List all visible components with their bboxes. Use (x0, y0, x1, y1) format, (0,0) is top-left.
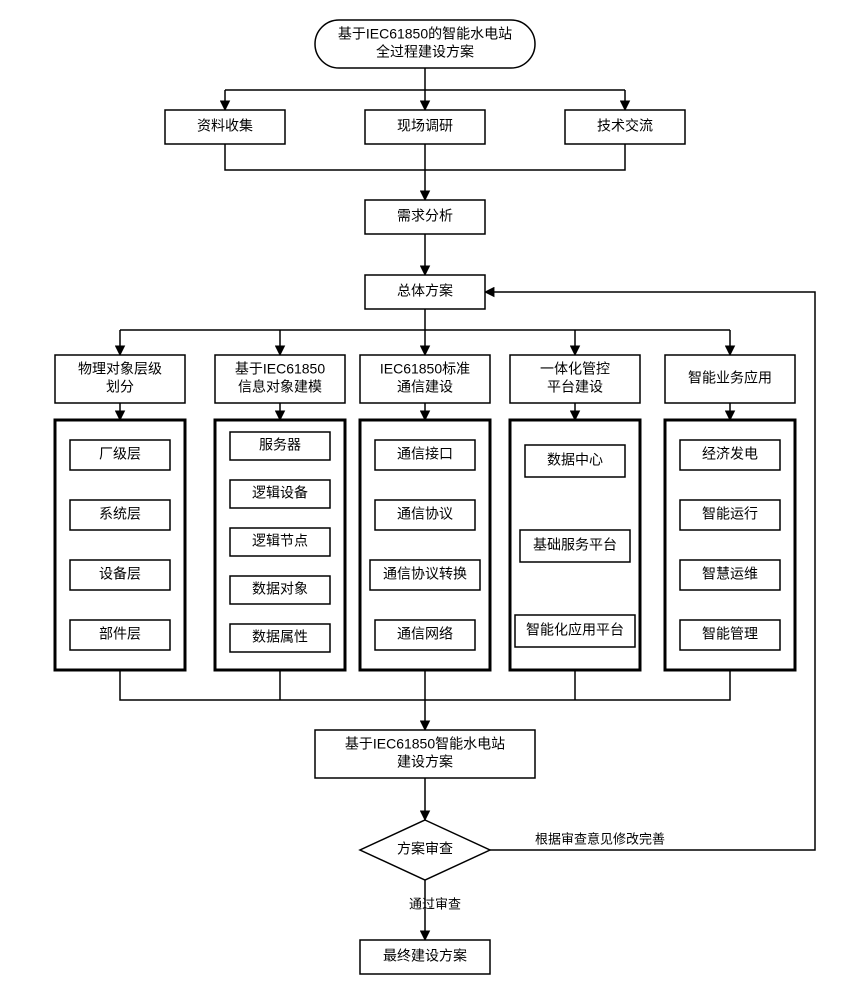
node-label: 资料收集 (197, 118, 253, 134)
node-label: 通信网络 (397, 626, 453, 642)
node-label: 服务器 (259, 437, 301, 453)
node-review: 方案审查 (360, 820, 490, 880)
node-label: 基于IEC61850的智能水电站 (338, 26, 512, 42)
node-label: IEC61850标准 (380, 361, 470, 377)
node-c5_3: 智慧运维 (680, 560, 780, 590)
node-label: 最终建设方案 (383, 948, 467, 964)
node-label: 智能化应用平台 (526, 622, 624, 638)
node-title: 基于IEC61850的智能水电站全过程建设方案 (315, 20, 535, 68)
node-label: 基础服务平台 (533, 537, 617, 553)
node-label: 智能运行 (702, 506, 758, 522)
node-c3_3: 通信协议转换 (370, 560, 480, 590)
node-c1_3: 设备层 (70, 560, 170, 590)
node-c4_3: 智能化应用平台 (515, 615, 635, 647)
node-label: 通信协议转换 (383, 566, 467, 582)
node-c2_2: 逻辑设备 (230, 480, 330, 508)
node-label: 信息对象建模 (238, 379, 322, 395)
node-c2_4: 数据对象 (230, 576, 330, 604)
node-scheme: 基于IEC61850智能水电站建设方案 (315, 730, 535, 778)
node-label: 数据中心 (547, 452, 603, 468)
node-label: 总体方案 (397, 283, 453, 299)
node-c1_2: 系统层 (70, 500, 170, 530)
node-label: 逻辑设备 (252, 485, 308, 501)
node-c5_4: 智能管理 (680, 620, 780, 650)
node-label: 经济发电 (702, 446, 758, 462)
node-col5_head: 智能业务应用 (665, 355, 795, 403)
node-label: 部件层 (99, 626, 141, 642)
node-req: 需求分析 (365, 200, 485, 234)
node-col1_head: 物理对象层级划分 (55, 355, 185, 403)
node-label: 通信协议 (397, 506, 453, 522)
flowchart-canvas: 基于IEC61850的智能水电站全过程建设方案资料收集 现场调研 技术交流需求分析总… (0, 0, 850, 1000)
node-overall: 总体方案 (365, 275, 485, 309)
node-collect: 资料收集 (165, 110, 285, 144)
node-label: 智能管理 (702, 626, 758, 642)
node-label: 划分 (106, 379, 134, 395)
node-label: 数据属性 (252, 629, 308, 645)
node-survey: 现场调研 (365, 110, 485, 144)
node-label: 逻辑节点 (252, 533, 308, 549)
node-c1_1: 厂级层 (70, 440, 170, 470)
node-c4_2: 基础服务平台 (520, 530, 630, 562)
node-col2_head: 基于IEC61850 信息对象建模 (215, 355, 345, 403)
node-col4_head: 一体化管控平台建设 (510, 355, 640, 403)
node-c5_2: 智能运行 (680, 500, 780, 530)
node-col3_head: IEC61850标准通信建设 (360, 355, 490, 403)
edge-label-pass: 通过审查 (409, 896, 461, 911)
node-label: 厂级层 (99, 446, 141, 462)
node-c2_1: 服务器 (230, 432, 330, 460)
node-c1_4: 部件层 (70, 620, 170, 650)
node-c3_2: 通信协议 (375, 500, 475, 530)
node-label: 通信接口 (397, 446, 453, 462)
node-label: 智能业务应用 (688, 370, 772, 386)
node-c3_4: 通信网络 (375, 620, 475, 650)
node-label: 智慧运维 (702, 566, 758, 582)
node-label: 全过程建设方案 (376, 44, 474, 60)
node-label: 建设方案 (397, 754, 453, 770)
node-label: 方案审查 (397, 841, 453, 857)
edge-label-revise: 根据审查意见修改完善 (535, 831, 665, 846)
node-c4_1: 数据中心 (525, 445, 625, 477)
node-label: 系统层 (99, 506, 141, 522)
node-label: 设备层 (99, 566, 141, 582)
node-c3_1: 通信接口 (375, 440, 475, 470)
node-final: 最终建设方案 (360, 940, 490, 974)
node-label: 一体化管控 (540, 361, 610, 377)
node-label: 技术交流 (597, 118, 653, 134)
node-label: 需求分析 (397, 208, 453, 224)
node-label: 物理对象层级 (78, 361, 162, 377)
node-c2_3: 逻辑节点 (230, 528, 330, 556)
node-label: 通信建设 (397, 379, 453, 395)
node-tech: 技术交流 (565, 110, 685, 144)
node-c2_5: 数据属性 (230, 624, 330, 652)
node-label: 基于IEC61850智能水电站 (345, 736, 505, 752)
node-label: 平台建设 (547, 379, 603, 395)
node-label: 基于IEC61850 (235, 361, 325, 377)
node-c5_1: 经济发电 (680, 440, 780, 470)
node-label: 数据对象 (252, 581, 308, 597)
node-label: 现场调研 (397, 118, 453, 134)
